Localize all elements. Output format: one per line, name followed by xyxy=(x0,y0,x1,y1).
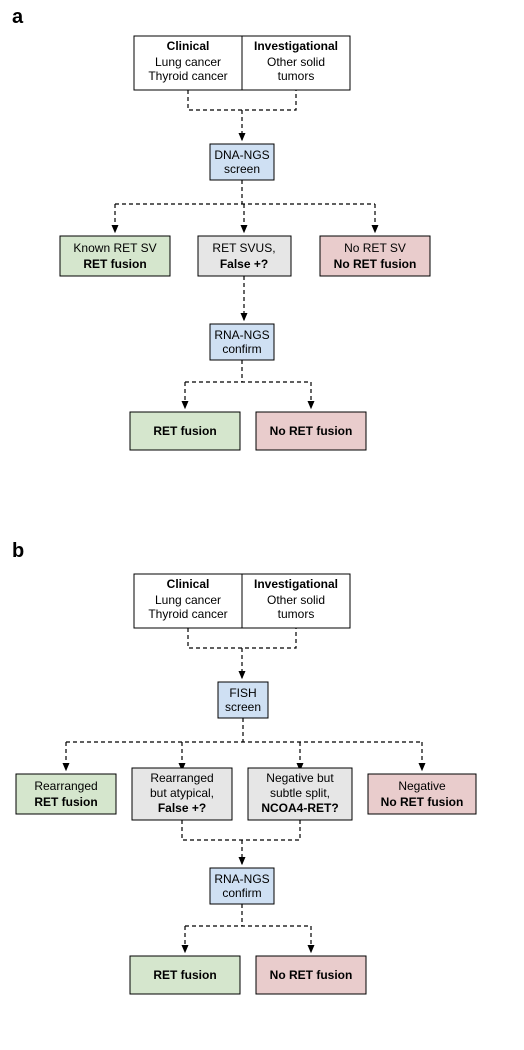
a-top-right-title: Investigational xyxy=(254,39,338,53)
a-top-left-l1: Lung cancer xyxy=(155,55,221,69)
a-right-l2: No RET fusion xyxy=(334,257,417,271)
a-top-right-l1: Other solid xyxy=(267,55,325,69)
b-c1-l2: RET fusion xyxy=(34,795,97,809)
b-screen-l2: screen xyxy=(225,700,261,714)
b-c3-l3: NCOA4-RET? xyxy=(261,801,338,815)
b-c4-l2: No RET fusion xyxy=(381,795,464,809)
a-confirm-l1: RNA-NGS xyxy=(214,328,269,342)
a-right-l1: No RET SV xyxy=(344,241,406,255)
a-top-right-l2: tumors xyxy=(278,69,315,83)
a-screen-l2: screen xyxy=(224,162,260,176)
a-left-l1: Known RET SV xyxy=(73,241,156,255)
a-mid-l2: False +? xyxy=(220,257,268,271)
a-left-l2: RET fusion xyxy=(83,257,146,271)
panel-a-label: a xyxy=(12,6,23,29)
a-confirm-l2: confirm xyxy=(222,342,261,356)
b-top-left-title: Clinical xyxy=(167,577,210,591)
b-c2-l3: False +? xyxy=(158,801,206,815)
panel-b-flowchart: Clinical Lung cancer Thyroid cancer Inve… xyxy=(0,566,524,1046)
a-final-left: RET fusion xyxy=(153,424,216,438)
b-top-left-l1: Lung cancer xyxy=(155,593,221,607)
b-c3-l1: Negative but xyxy=(266,771,334,785)
a-top-left-l2: Thyroid cancer xyxy=(148,69,227,83)
b-confirm-l1: RNA-NGS xyxy=(214,872,269,886)
b-top-right-l1: Other solid xyxy=(267,593,325,607)
b-top-right-title: Investigational xyxy=(254,577,338,591)
a-top-left-title: Clinical xyxy=(167,39,210,53)
b-c3-l2: subtle split, xyxy=(270,786,330,800)
a-mid-l1: RET SVUS, xyxy=(212,241,275,255)
b-confirm-l2: confirm xyxy=(222,886,261,900)
panel-b-label: b xyxy=(12,540,24,563)
a-screen-l1: DNA-NGS xyxy=(214,148,269,162)
b-top-right-l2: tumors xyxy=(278,607,315,621)
panel-a-flowchart: Clinical Lung cancer Thyroid cancer Inve… xyxy=(0,28,524,498)
b-c4-l1: Negative xyxy=(398,779,446,793)
b-final-right: No RET fusion xyxy=(270,968,353,982)
a-final-right: No RET fusion xyxy=(270,424,353,438)
b-c1-l1: Rearranged xyxy=(34,779,97,793)
b-top-left-l2: Thyroid cancer xyxy=(148,607,227,621)
b-c2-l1: Rearranged xyxy=(150,771,213,785)
b-c2-l2: but atypical, xyxy=(150,786,214,800)
b-final-left: RET fusion xyxy=(153,968,216,982)
b-screen-l1: FISH xyxy=(229,686,256,700)
